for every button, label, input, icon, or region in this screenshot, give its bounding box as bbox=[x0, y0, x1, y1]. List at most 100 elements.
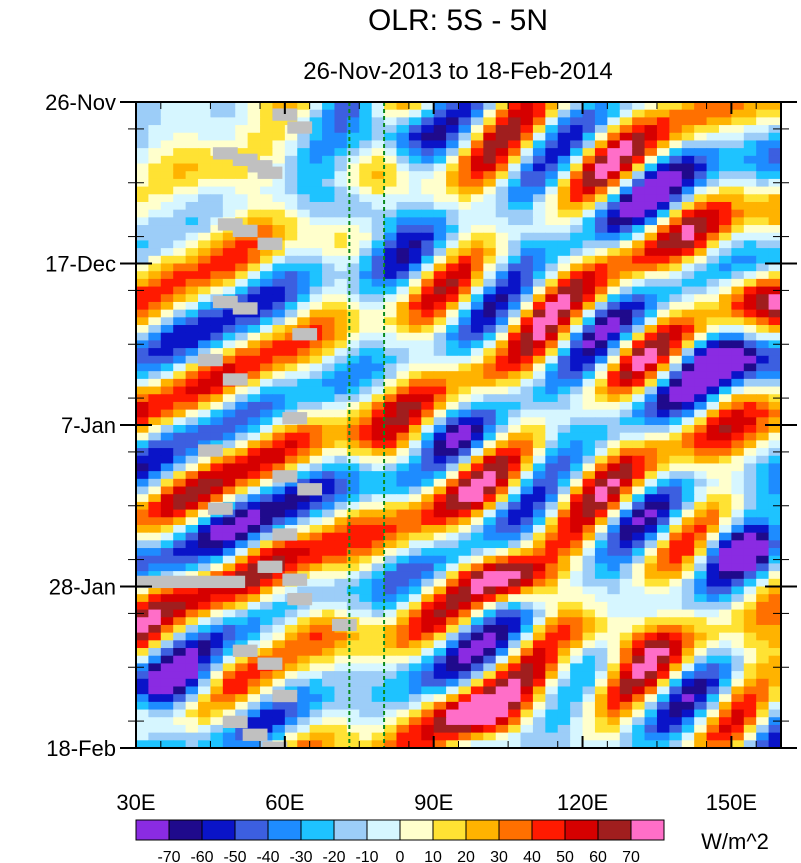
heatmap-cell bbox=[694, 463, 708, 472]
heatmap-cell bbox=[644, 325, 658, 334]
heatmap-cell bbox=[458, 286, 472, 295]
heatmap-cell bbox=[495, 425, 509, 434]
heatmap-cell bbox=[607, 186, 621, 195]
heatmap-cell bbox=[421, 317, 435, 326]
heatmap-cell bbox=[173, 524, 187, 534]
heatmap-cell bbox=[235, 678, 249, 688]
heatmap-cell bbox=[508, 455, 522, 465]
heatmap-cell bbox=[594, 102, 608, 111]
heatmap-cell bbox=[644, 717, 658, 726]
heatmap-cell bbox=[495, 209, 509, 218]
heatmap-cell bbox=[334, 355, 348, 365]
heatmap-cell bbox=[656, 371, 670, 380]
heatmap-cell bbox=[532, 740, 546, 748]
heatmap-cell bbox=[545, 209, 559, 218]
heatmap-cell bbox=[681, 340, 695, 349]
heatmap-cell bbox=[656, 317, 670, 326]
heatmap-cell bbox=[136, 701, 149, 711]
heatmap-cell bbox=[731, 640, 745, 649]
heatmap-cell bbox=[247, 117, 261, 126]
heatmap-cell bbox=[656, 671, 670, 680]
heatmap-cell bbox=[433, 417, 447, 426]
heatmap-cell bbox=[136, 640, 149, 649]
heatmap-cell bbox=[421, 178, 435, 188]
heatmap-cell bbox=[731, 578, 745, 588]
heatmap-cell bbox=[446, 371, 460, 380]
heatmap-cell bbox=[570, 578, 584, 588]
heatmap-cell bbox=[446, 540, 460, 549]
heatmap-cell bbox=[210, 401, 224, 411]
heatmap-cell bbox=[483, 555, 497, 565]
heatmap-cell bbox=[545, 109, 559, 118]
heatmap-cell bbox=[718, 171, 732, 180]
heatmap-cell bbox=[470, 724, 484, 734]
heatmap-cell bbox=[309, 263, 323, 272]
heatmap-cell bbox=[718, 394, 732, 403]
heatmap-cell bbox=[334, 594, 348, 603]
heatmap-cell bbox=[210, 363, 224, 372]
heatmap-cell bbox=[334, 540, 348, 549]
heatmap-cell bbox=[644, 448, 658, 457]
heatmap-cell bbox=[545, 440, 559, 449]
heatmap-cell bbox=[545, 555, 559, 565]
heatmap-cell bbox=[743, 401, 757, 411]
heatmap-cell bbox=[446, 332, 460, 341]
heatmap-cell bbox=[483, 601, 497, 611]
heatmap-cell bbox=[247, 125, 261, 134]
heatmap-cell bbox=[495, 171, 509, 180]
heatmap-cell bbox=[731, 271, 745, 280]
heatmap-cell bbox=[297, 209, 311, 218]
heatmap-cell bbox=[694, 201, 708, 211]
heatmap-cell bbox=[694, 501, 708, 511]
heatmap-cell bbox=[681, 417, 695, 426]
heatmap-cell bbox=[284, 348, 298, 357]
heatmap-cell bbox=[483, 663, 497, 672]
heatmap-cell bbox=[136, 163, 149, 172]
heatmap-cell bbox=[260, 271, 274, 280]
heatmap-cell bbox=[309, 348, 323, 357]
heatmap-cell bbox=[756, 340, 770, 349]
heatmap-cell bbox=[607, 294, 621, 303]
heatmap-cell bbox=[185, 125, 199, 134]
heatmap-cell bbox=[470, 417, 484, 426]
heatmap-cell bbox=[284, 548, 298, 557]
heatmap-cell bbox=[148, 471, 162, 480]
heatmap-cell bbox=[495, 524, 509, 534]
heatmap-cell bbox=[594, 409, 608, 418]
heatmap-cell bbox=[706, 440, 720, 449]
heatmap-cell bbox=[619, 671, 633, 680]
heatmap-cell bbox=[446, 401, 460, 411]
heatmap-cell bbox=[582, 263, 596, 272]
heatmap-cell bbox=[272, 263, 286, 272]
heatmap-cell bbox=[557, 740, 571, 748]
heatmap-cell bbox=[322, 225, 336, 234]
heatmap-cell bbox=[433, 617, 447, 626]
heatmap-cell bbox=[743, 686, 757, 695]
heatmap-cell bbox=[694, 571, 708, 580]
heatmap-cell bbox=[483, 301, 497, 311]
heatmap-cell bbox=[173, 378, 187, 388]
heatmap-cell bbox=[421, 132, 435, 142]
heatmap-cell bbox=[322, 309, 336, 318]
heatmap-cell bbox=[309, 448, 323, 457]
heatmap-cell bbox=[433, 294, 447, 303]
heatmap-cell bbox=[297, 555, 311, 565]
heatmap-cell bbox=[718, 417, 732, 426]
heatmap-cell bbox=[681, 540, 695, 549]
heatmap-cell bbox=[483, 171, 497, 180]
heatmap-cell bbox=[148, 394, 162, 403]
heatmap-cell bbox=[433, 532, 447, 541]
heatmap-cell bbox=[718, 548, 732, 557]
heatmap-cell bbox=[210, 378, 224, 388]
heatmap-cell bbox=[396, 732, 410, 741]
heatmap-cell bbox=[384, 578, 398, 588]
heatmap-cell bbox=[284, 555, 298, 565]
heatmap-cell bbox=[756, 255, 770, 265]
heatmap-cell bbox=[421, 732, 435, 741]
heatmap-cell bbox=[483, 401, 497, 411]
heatmap-cell bbox=[408, 640, 422, 649]
heatmap-cell bbox=[446, 125, 460, 134]
heatmap-cell bbox=[222, 232, 236, 242]
heatmap-cell bbox=[570, 740, 584, 748]
heatmap-cell bbox=[408, 248, 422, 257]
